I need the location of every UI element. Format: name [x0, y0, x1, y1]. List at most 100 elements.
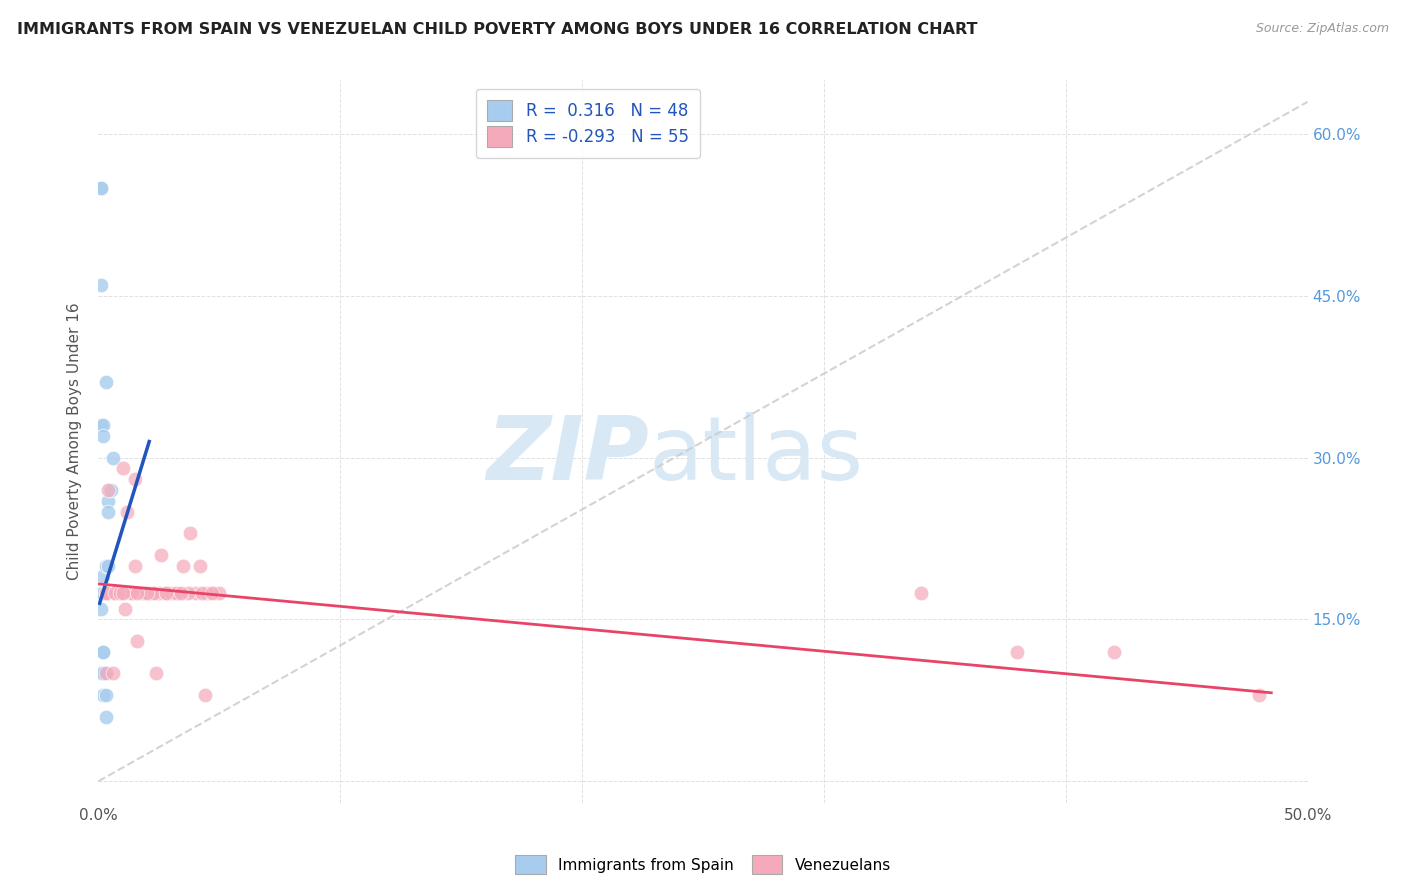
Point [94, 688, 117, 702]
Point [94, 585, 117, 599]
Point [148, 585, 170, 599]
Point [91, 569, 114, 583]
Point [97, 558, 120, 573]
Point [97, 585, 120, 599]
Point [101, 585, 124, 599]
Point [97, 585, 120, 599]
Point [91, 585, 114, 599]
Point [155, 585, 177, 599]
Text: IMMIGRANTS FROM SPAIN VS VENEZUELAN CHILD POVERTY AMONG BOYS UNDER 16 CORRELATIO: IMMIGRANTS FROM SPAIN VS VENEZUELAN CHIL… [17, 22, 977, 37]
Point [91, 585, 114, 599]
Point [117, 505, 139, 519]
Point [90, 418, 112, 433]
Point [94, 585, 117, 599]
Point [118, 585, 141, 599]
Point [160, 585, 183, 599]
Point [1102, 645, 1125, 659]
Point [90, 601, 112, 615]
Point [97, 483, 120, 497]
Point [94, 585, 117, 599]
Point [100, 585, 122, 599]
Point [94, 666, 117, 681]
Point [155, 585, 177, 599]
Point [135, 585, 157, 599]
Point [91, 418, 114, 433]
Point [145, 666, 167, 681]
Point [191, 585, 214, 599]
Point [127, 634, 149, 648]
Point [104, 585, 127, 599]
Point [141, 585, 163, 599]
Point [94, 666, 117, 681]
Point [91, 585, 114, 599]
Point [167, 585, 190, 599]
Point [90, 585, 112, 599]
Point [177, 585, 200, 599]
Point [910, 585, 932, 599]
Point [91, 585, 114, 599]
Point [165, 585, 187, 599]
Point [100, 585, 122, 599]
Point [108, 585, 131, 599]
Point [124, 558, 146, 573]
Point [101, 666, 124, 681]
Point [188, 558, 211, 573]
Point [104, 585, 127, 599]
Point [91, 688, 114, 702]
Point [127, 585, 149, 599]
Point [143, 585, 166, 599]
Point [94, 585, 117, 599]
Point [179, 526, 201, 541]
Point [124, 472, 146, 486]
Point [114, 601, 136, 615]
Point [97, 585, 120, 599]
Point [111, 585, 134, 599]
Point [97, 585, 120, 599]
Point [100, 585, 122, 599]
Point [97, 493, 120, 508]
Point [97, 585, 120, 599]
Point [121, 585, 143, 599]
Point [97, 505, 120, 519]
Point [94, 585, 117, 599]
Point [90, 278, 112, 293]
Point [107, 585, 129, 599]
Point [101, 585, 124, 599]
Point [91, 585, 114, 599]
Text: ZIP: ZIP [486, 412, 648, 500]
Point [131, 585, 153, 599]
Point [100, 585, 122, 599]
Point [172, 558, 194, 573]
Point [94, 585, 117, 599]
Y-axis label: Child Poverty Among Boys Under 16: Child Poverty Among Boys Under 16 [67, 302, 83, 581]
Point [150, 548, 173, 562]
Point [94, 585, 117, 599]
Point [94, 585, 117, 599]
Point [97, 585, 120, 599]
Point [94, 585, 117, 599]
Point [169, 585, 191, 599]
Point [90, 181, 112, 195]
Point [204, 585, 226, 599]
Point [94, 585, 117, 599]
Point [94, 376, 117, 390]
Point [194, 688, 217, 702]
Point [111, 461, 134, 475]
Point [135, 585, 157, 599]
Point [90, 666, 112, 681]
Point [94, 709, 117, 723]
Point [208, 585, 231, 599]
Point [94, 558, 117, 573]
Point [91, 645, 114, 659]
Point [111, 585, 134, 599]
Point [91, 666, 114, 681]
Point [97, 585, 120, 599]
Point [134, 585, 156, 599]
Point [184, 585, 207, 599]
Point [201, 585, 224, 599]
Point [101, 450, 124, 465]
Point [90, 181, 112, 195]
Point [1249, 688, 1271, 702]
Text: Source: ZipAtlas.com: Source: ZipAtlas.com [1256, 22, 1389, 36]
Point [97, 585, 120, 599]
